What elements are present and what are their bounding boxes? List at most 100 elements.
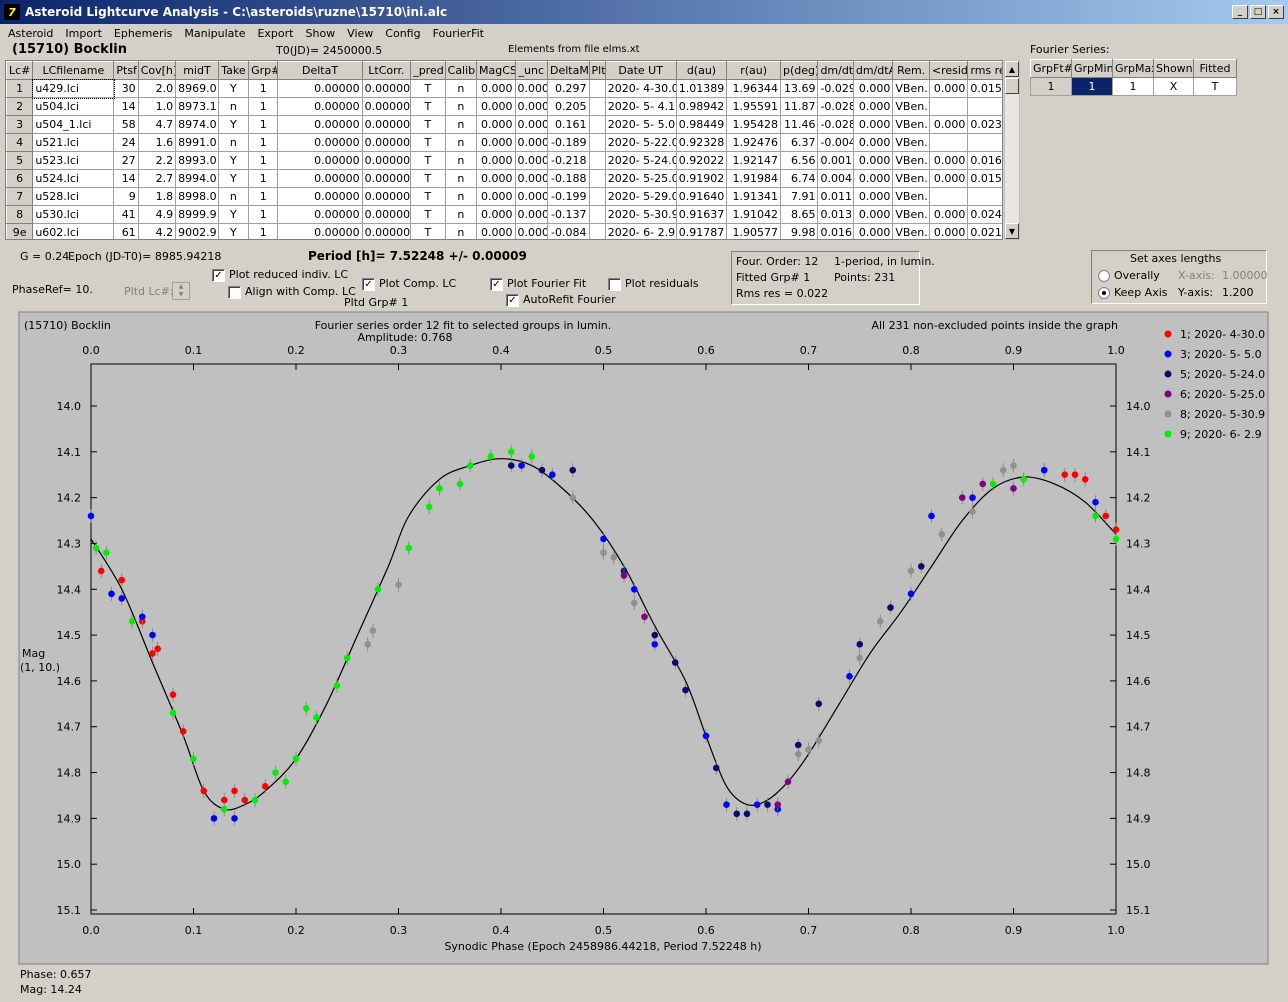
table-cell[interactable] — [928, 187, 969, 206]
table-cell[interactable]: T — [410, 187, 446, 206]
table-cell[interactable]: u602.lci — [32, 223, 115, 239]
table-cell[interactable]: 0.000 — [514, 223, 548, 239]
column-header[interactable]: dm/dtA — [852, 61, 894, 80]
table-cell[interactable]: n — [444, 151, 478, 170]
table-cell[interactable]: 0.000 — [852, 223, 894, 239]
table-cell[interactable]: Y — [217, 115, 250, 134]
table-cell[interactable]: 2.0 — [137, 79, 177, 98]
table-cell[interactable]: -0.004 — [817, 133, 854, 152]
table-cell[interactable]: 8999.9 — [175, 205, 219, 224]
table-cell[interactable]: VBen.. — [892, 151, 930, 170]
table-cell[interactable]: 0.91787 — [675, 223, 728, 239]
table-cell[interactable]: 9.98 — [779, 223, 819, 239]
column-header[interactable]: DeltaT — [277, 61, 363, 80]
table-cell[interactable]: 0.297 — [546, 79, 590, 98]
table-cell[interactable]: -0.029 — [817, 79, 854, 98]
table-cell[interactable]: 13.69 — [779, 79, 819, 98]
table-cell[interactable]: 8974.0 — [175, 115, 219, 134]
checkbox-residuals[interactable] — [608, 277, 621, 291]
fourier-column-header[interactable]: Shown — [1153, 59, 1194, 78]
table-cell[interactable]: 0.00000 — [361, 151, 412, 170]
table-cell[interactable]: 2.2 — [137, 151, 177, 170]
table-cell[interactable]: -0.137 — [546, 205, 590, 224]
plot-comp-checkbox[interactable]: ✓ Plot Comp. LC — [362, 277, 456, 291]
scroll-thumb[interactable] — [1005, 78, 1019, 94]
table-cell[interactable]: 0.000 — [476, 133, 516, 152]
table-cell[interactable]: u524.lci — [32, 169, 115, 188]
table-cell[interactable]: 0.000 — [514, 187, 548, 206]
table-cell[interactable]: 0.000 — [928, 169, 969, 188]
table-cell[interactable]: VBen.. — [892, 79, 930, 98]
table-cell[interactable]: 0.000 — [852, 97, 894, 116]
autorefit-checkbox[interactable]: ✓ AutoRefit Fourier — [506, 293, 616, 307]
table-cell[interactable]: 1 — [248, 115, 279, 134]
checkbox-autorefit[interactable]: ✓ — [506, 293, 519, 307]
table-cell[interactable]: VBen.. — [892, 169, 930, 188]
table-cell[interactable]: 1.96344 — [726, 79, 781, 98]
table-cell[interactable]: 0.000 — [928, 151, 969, 170]
radio-overall[interactable] — [1098, 270, 1110, 282]
table-cell[interactable]: 27 — [113, 151, 139, 170]
table-cell[interactable]: -0.188 — [546, 169, 590, 188]
table-cell[interactable]: 0.000 — [852, 169, 894, 188]
row-header[interactable]: 2 — [6, 97, 34, 116]
table-cell[interactable]: 0.00000 — [361, 115, 412, 134]
table-cell[interactable]: n — [444, 97, 478, 116]
table-cell[interactable]: 1.92147 — [726, 151, 781, 170]
column-header[interactable]: LtCorr. — [361, 61, 412, 80]
table-cell[interactable]: T — [410, 205, 446, 224]
table-cell[interactable]: VBen.. — [892, 223, 930, 239]
table-cell[interactable]: 0.00000 — [361, 223, 412, 239]
column-header[interactable]: Grp# — [248, 61, 279, 80]
table-cell[interactable]: 1 — [248, 223, 279, 239]
table-cell[interactable] — [588, 169, 606, 188]
table-cell[interactable]: 8994.0 — [175, 169, 219, 188]
table-cell[interactable]: 0.000 — [514, 169, 548, 188]
keep-axis-radio[interactable]: Keep Axis — [1098, 286, 1168, 299]
table-cell[interactable]: 11.46 — [779, 115, 819, 134]
table-cell[interactable]: 0.004 — [817, 169, 854, 188]
fourier-column-header[interactable]: GrpMin — [1071, 59, 1113, 78]
table-cell[interactable] — [588, 151, 606, 170]
column-header[interactable]: Calib. — [444, 61, 478, 80]
table-cell[interactable]: 41 — [113, 205, 139, 224]
table-cell[interactable]: Y — [217, 205, 250, 224]
table-cell[interactable]: 0.000 — [476, 169, 516, 188]
menu-config[interactable]: Config — [385, 26, 421, 40]
pltd-lc-spinner[interactable]: ▲ ▼ — [172, 282, 190, 300]
row-header[interactable]: 1 — [6, 79, 34, 98]
table-cell[interactable]: T — [410, 151, 446, 170]
table-cell[interactable]: Y — [217, 169, 250, 188]
table-cell[interactable]: 2020- 5-29.0 — [604, 187, 677, 206]
table-cell[interactable]: 0.98449 — [675, 115, 728, 134]
fourier-cell[interactable]: 1 — [1112, 77, 1154, 96]
table-cell[interactable]: 0.000 — [852, 187, 894, 206]
table-cell[interactable]: 1.95591 — [726, 97, 781, 116]
column-header[interactable]: p(deg) — [779, 61, 819, 80]
scroll-up-arrow-icon[interactable]: ▲ — [1005, 61, 1019, 77]
table-cell[interactable]: 0.00000 — [277, 205, 363, 224]
table-cell[interactable]: n — [444, 79, 478, 98]
table-cell[interactable]: 0.00000 — [361, 169, 412, 188]
table-cell[interactable]: 2020- 5-22.0 — [604, 133, 677, 152]
column-header[interactable]: Date UT — [604, 61, 677, 80]
table-cell[interactable]: 6.37 — [779, 133, 819, 152]
table-cell[interactable]: T — [410, 133, 446, 152]
table-cell[interactable]: 0.000 — [928, 223, 969, 239]
table-cell[interactable] — [967, 133, 1002, 152]
table-cell[interactable]: 0.000 — [514, 205, 548, 224]
table-cell[interactable]: 1.90577 — [726, 223, 781, 239]
table-cell[interactable]: Y — [217, 79, 250, 98]
table-cell[interactable] — [588, 133, 606, 152]
table-cell[interactable]: 0.023 — [967, 115, 1002, 134]
table-cell[interactable]: 0.000 — [514, 79, 548, 98]
table-cell[interactable]: 0.016 — [967, 151, 1002, 170]
column-header[interactable]: <resid> — [928, 61, 969, 80]
table-cell[interactable]: 0.000 — [514, 151, 548, 170]
table-cell[interactable]: n — [444, 169, 478, 188]
table-cell[interactable]: 0.000 — [476, 187, 516, 206]
